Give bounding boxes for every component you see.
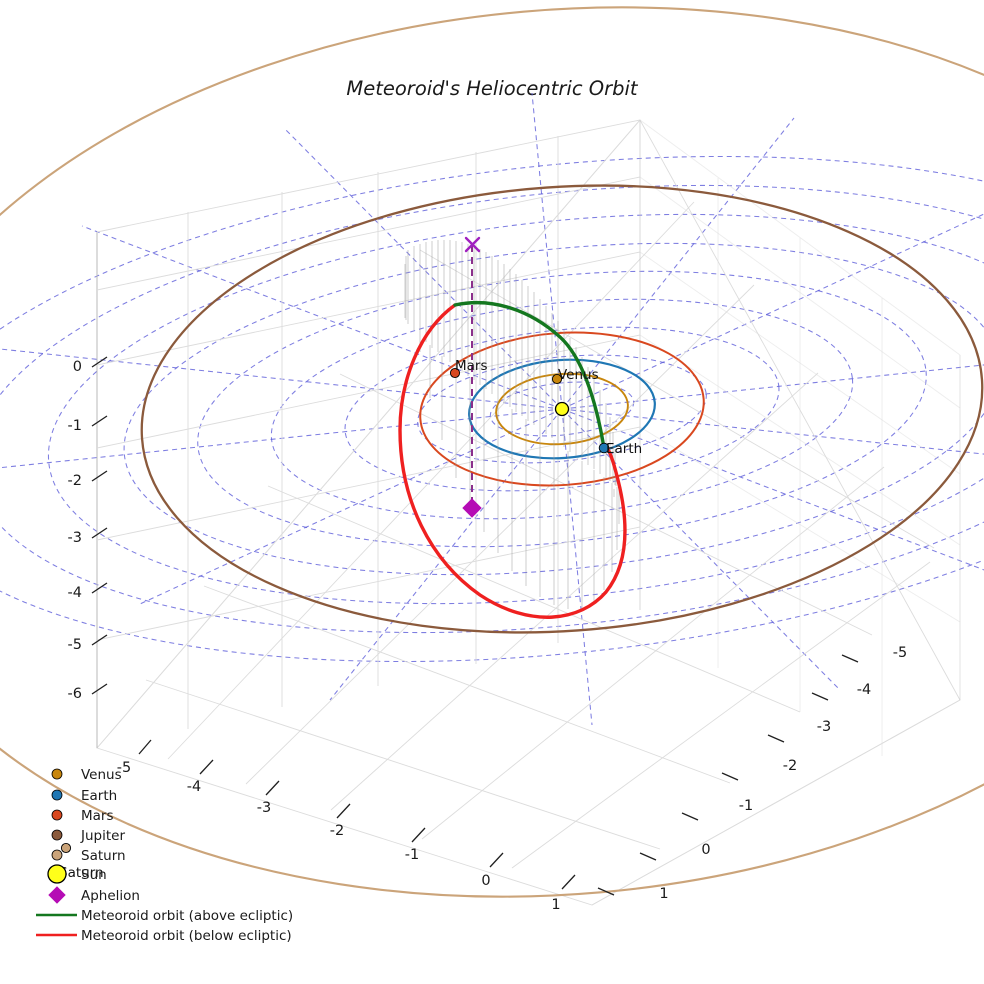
axis-br-tick-5: 0 — [701, 842, 710, 858]
axis-left-ticks: 0 -1 -2 -3 -4 -5 -6 — [68, 356, 108, 702]
legend[interactable]: Venus Earth Mars Jupiter Saturn Sun Aphe… — [36, 767, 293, 944]
axis-left-tick-1: -1 — [68, 418, 82, 434]
venus-label: Venus — [558, 367, 599, 383]
legend-label-aphelion: Aphelion — [81, 888, 140, 904]
axis-bl-tick-1: -4 — [187, 779, 201, 795]
mars-label: Mars — [455, 358, 488, 374]
mars-marker[interactable] — [449, 367, 461, 379]
legend-marker-jupiter — [51, 829, 63, 841]
axis-br-tick-0: -5 — [893, 645, 907, 661]
legend-marker-sun — [47, 864, 67, 884]
earth-marker[interactable] — [598, 442, 610, 454]
legend-label-sun: Sun — [81, 867, 107, 883]
legend-label-venus: Venus — [81, 767, 122, 783]
projection-stem-lines — [404, 240, 620, 609]
polar-grid-rings — [0, 155, 984, 663]
axis-left-tick-6: -6 — [68, 686, 82, 702]
orbit-jupiter — [140, 184, 984, 634]
axis-left-tick-0: 0 — [73, 359, 82, 375]
aphelion-marker[interactable] — [462, 498, 482, 518]
meteoroid-orbit-above-ecliptic — [453, 300, 606, 450]
axis-br-tick-2: -3 — [817, 719, 831, 735]
axis-bottom-left-ticks: -5 -4 -3 -2 -1 0 1 — [117, 739, 576, 913]
legend-label-earth: Earth — [81, 788, 117, 804]
axis-bl-tick-3: -2 — [330, 823, 344, 839]
axis-bl-tick-2: -3 — [257, 800, 271, 816]
axis-bl-tick-6: 1 — [551, 897, 560, 913]
axis-br-tick-6: 1 — [659, 886, 668, 902]
legend-marker-earth — [51, 789, 63, 801]
axis-bottom-right-ticks: -5 -4 -3 -2 -1 0 1 — [597, 645, 907, 902]
saturn-marker[interactable] — [60, 842, 72, 854]
legend-marker-mars — [51, 809, 63, 821]
venus-marker[interactable] — [551, 373, 563, 385]
orbit-venus — [495, 372, 629, 446]
orbit-earth — [468, 358, 656, 460]
legend-label-jupiter: Jupiter — [80, 828, 125, 844]
legend-label-saturn: Saturn — [81, 848, 126, 864]
page-title: Meteoroid's Heliocentric Orbit — [346, 77, 639, 100]
saturn-label: Saturn — [59, 865, 104, 881]
axis-left-tick-5: -5 — [68, 637, 82, 653]
orbit-saturn — [0, 6, 984, 898]
axis-br-tick-4: -1 — [739, 798, 753, 814]
axis-left-tick-2: -2 — [68, 473, 82, 489]
axis-left-tick-3: -3 — [68, 530, 82, 546]
axes-pane-wireframe — [96, 119, 961, 906]
axis-bl-tick-4: -1 — [405, 847, 419, 863]
earth-label: Earth — [606, 441, 642, 457]
aphelion-projection-x-icon — [464, 236, 481, 253]
legend-marker-aphelion — [48, 886, 66, 904]
legend-marker-saturn — [51, 849, 63, 861]
sun-marker[interactable] — [554, 401, 570, 417]
legend-label-below-ecliptic: Meteoroid orbit (below ecliptic) — [81, 928, 292, 944]
legend-marker-venus — [51, 768, 63, 780]
axis-bl-tick-0: -5 — [117, 760, 131, 776]
meteoroid-orbit-below-ecliptic — [398, 303, 627, 619]
axis-left-tick-4: -4 — [68, 585, 82, 601]
axis-br-tick-1: -4 — [857, 682, 871, 698]
legend-label-above-ecliptic: Meteoroid orbit (above ecliptic) — [81, 908, 293, 924]
legend-label-mars: Mars — [81, 808, 114, 824]
axis-bl-tick-5: 0 — [481, 873, 490, 889]
axis-br-tick-3: -2 — [783, 758, 797, 774]
